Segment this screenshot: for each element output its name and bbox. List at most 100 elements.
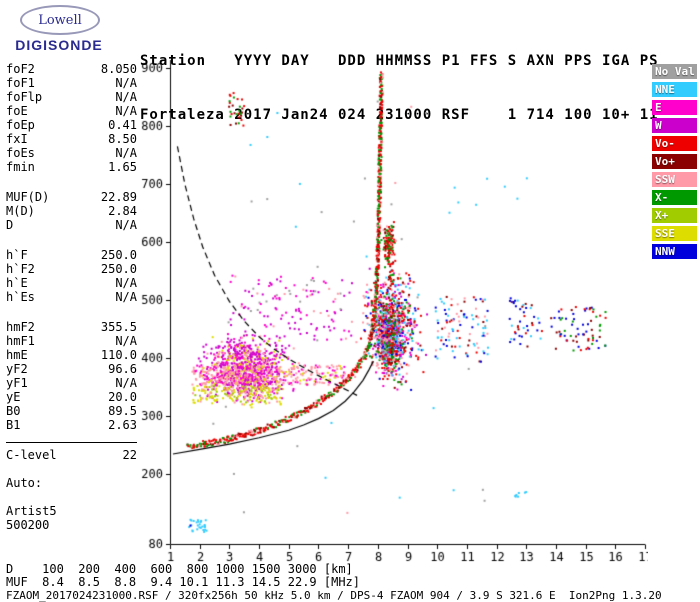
param-row: MUF(D) 22.89 <box>6 190 137 204</box>
param-label: hmF1 <box>6 334 35 348</box>
param-row: B0 89.5 <box>6 404 137 418</box>
param-value: 8.050 <box>100 62 137 76</box>
param-group: MUF(D) 22.89 M(D) 2.84 D N/A <box>6 190 137 232</box>
param-row: foE N/A <box>6 104 137 118</box>
param-value: N/A <box>115 104 137 118</box>
param-value: 250.0 <box>100 248 137 262</box>
param-row: yE 20.0 <box>6 390 137 404</box>
param-row: C-level 22 <box>6 448 137 462</box>
param-group: Auto: <box>6 476 137 490</box>
param-label: fmin <box>6 160 35 174</box>
legend-item-nne: NNE <box>652 82 697 97</box>
param-value: N/A <box>115 218 137 232</box>
param-label: M(D) <box>6 204 35 218</box>
legend-item-e: E <box>652 100 697 115</box>
param-label: B0 <box>6 404 21 418</box>
param-row: foF2 8.050 <box>6 62 137 76</box>
legend-item-no-val: No Val <box>652 64 697 79</box>
param-value: N/A <box>115 76 137 90</box>
param-label: yF1 <box>6 376 28 390</box>
legend-item-vo-: Vo- <box>652 136 697 151</box>
param-row: h`Es N/A <box>6 290 137 304</box>
param-label: foEs <box>6 146 35 160</box>
legend-item-ssw: SSW <box>652 172 697 187</box>
param-group: hmF2 355.5 hmF1 N/A hmE 110.0 yF2 96.6 yF1 N/A yE 2… <box>6 320 137 432</box>
param-row: fxI 8.50 <box>6 132 137 146</box>
param-value: N/A <box>115 376 137 390</box>
param-panel: foF2 8.050 foF1 N/A foFlp N/A foE N/A foEp 0.41 fx… <box>6 62 137 532</box>
param-label: D <box>6 218 14 232</box>
param-row: Artist5 <box>6 504 137 518</box>
param-label: h`E <box>6 276 28 290</box>
param-label: hmF2 <box>6 320 35 334</box>
param-label: h`F <box>6 248 28 262</box>
param-group: C-level 22 <box>6 442 137 462</box>
param-row: hmF1 N/A <box>6 334 137 348</box>
param-group: foF2 8.050 foF1 N/A foFlp N/A foE N/A foEp 0.41 fx… <box>6 62 137 174</box>
param-label: h`F2 <box>6 262 35 276</box>
param-value: N/A <box>115 334 137 348</box>
param-value: 250.0 <box>100 262 137 276</box>
legend-item-x+: X+ <box>652 208 697 223</box>
lowell-digisonde-logo: Lowell DIGISONDE <box>8 5 128 53</box>
param-label: yE <box>6 390 21 404</box>
param-row: h`E N/A <box>6 276 137 290</box>
param-row: h`F2 250.0 <box>6 262 137 276</box>
param-label: Auto: <box>6 476 43 490</box>
param-label: foEp <box>6 118 35 132</box>
legend-item-nnw: NNW <box>652 244 697 259</box>
param-row: hmF2 355.5 <box>6 320 137 334</box>
param-row: foF1 N/A <box>6 76 137 90</box>
param-value: 0.41 <box>108 118 137 132</box>
param-row: yF1 N/A <box>6 376 137 390</box>
param-group: h`F 250.0 h`F2 250.0 h`E N/A h`Es N/A <box>6 248 137 304</box>
logo-oval: Lowell <box>20 5 100 35</box>
param-value: 8.50 <box>108 132 137 146</box>
param-label: B1 <box>6 418 21 432</box>
param-row: 500200 <box>6 518 137 532</box>
param-label: hmE <box>6 348 28 362</box>
legend-item-vo+: Vo+ <box>652 154 697 169</box>
param-group: Artist5 500200 <box>6 504 137 532</box>
param-label: foE <box>6 104 28 118</box>
param-row: B1 2.63 <box>6 418 137 432</box>
param-label: fxI <box>6 132 28 146</box>
param-label: foF1 <box>6 76 35 90</box>
param-value: 2.84 <box>108 204 137 218</box>
param-value: 110.0 <box>100 348 137 362</box>
param-value: N/A <box>115 276 137 290</box>
param-row: fmin 1.65 <box>6 160 137 174</box>
ionogram-plot <box>138 56 648 568</box>
param-value: N/A <box>115 90 137 104</box>
status-line: FZAOM_2017024231000.RSF / 320fx256h 50 k… <box>6 589 662 602</box>
muf-row: MUF 8.4 8.5 8.8 9.4 10.1 11.3 14.5 22.9 … <box>6 575 361 589</box>
param-value: 22.89 <box>100 190 137 204</box>
param-value: N/A <box>115 146 137 160</box>
param-value: 20.0 <box>108 390 137 404</box>
param-value: 355.5 <box>100 320 137 334</box>
param-label: yF2 <box>6 362 28 376</box>
doppler-legend: No Val NNE E W Vo- Vo+ SSW X- X+ SSE NNW <box>652 64 697 262</box>
param-label: 500200 <box>6 518 50 532</box>
param-row: foFlp N/A <box>6 90 137 104</box>
param-row: hmE 110.0 <box>6 348 137 362</box>
logo-digisonde-text: DIGISONDE <box>15 37 103 53</box>
legend-item-sse: SSE <box>652 226 697 241</box>
param-row: Auto: <box>6 476 137 490</box>
param-row: D N/A <box>6 218 137 232</box>
param-row: foEs N/A <box>6 146 137 160</box>
param-value: 2.63 <box>108 418 137 432</box>
param-label: h`Es <box>6 290 35 304</box>
param-label: MUF(D) <box>6 190 50 204</box>
param-value: 96.6 <box>108 362 137 376</box>
param-value: 22 <box>122 448 137 462</box>
legend-item-x-: X- <box>652 190 697 205</box>
legend-item-w: W <box>652 118 697 133</box>
param-row: h`F 250.0 <box>6 248 137 262</box>
param-value: 1.65 <box>108 160 137 174</box>
param-label: Artist5 <box>6 504 57 518</box>
d-row: D 100 200 400 600 800 1000 1500 3000 [km… <box>6 562 353 576</box>
param-row: foEp 0.41 <box>6 118 137 132</box>
param-row: yF2 96.6 <box>6 362 137 376</box>
param-label: C-level <box>6 448 57 462</box>
